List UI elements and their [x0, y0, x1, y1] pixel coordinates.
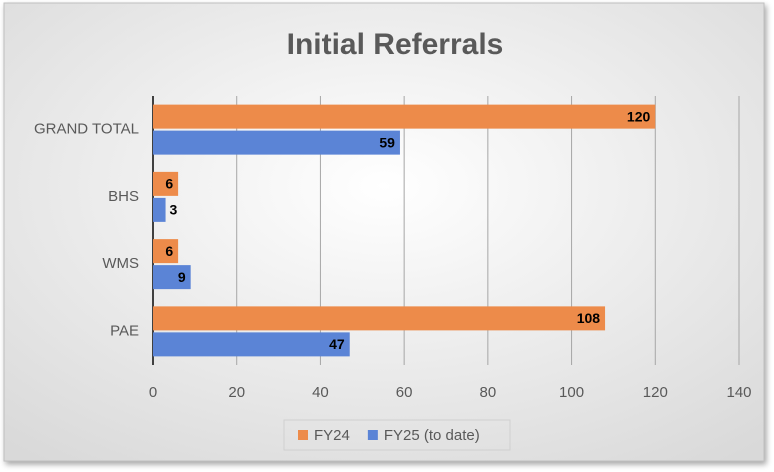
y-tick-label: BHS [108, 188, 139, 205]
data-label: 6 [165, 176, 173, 192]
x-tick-label: 120 [643, 384, 668, 401]
bar [153, 239, 179, 264]
bar [153, 130, 400, 155]
bar [153, 104, 656, 129]
x-tick-label: 140 [726, 384, 751, 401]
data-label: 6 [165, 243, 173, 259]
x-tick-label: 40 [312, 384, 329, 401]
x-tick-label: 20 [228, 384, 245, 401]
data-label: 47 [329, 336, 345, 352]
bar [153, 332, 350, 357]
bar [153, 306, 606, 331]
data-label: 108 [577, 310, 601, 326]
data-label: 59 [379, 134, 395, 150]
bar [153, 171, 179, 196]
legend-label: FY25 (to date) [384, 427, 480, 444]
x-tick-label: 60 [396, 384, 413, 401]
y-tick-label: GRAND TOTAL [34, 121, 139, 138]
legend-box [283, 419, 511, 451]
y-tick-label: PAE [110, 322, 139, 339]
chart-title: Initial Referrals [287, 28, 504, 61]
data-label: 9 [178, 269, 186, 285]
x-tick-label: 0 [149, 384, 157, 401]
bar [153, 265, 191, 290]
data-label: 120 [627, 108, 651, 124]
x-tick-label: 80 [480, 384, 497, 401]
legend-swatch [298, 430, 308, 440]
bar [153, 197, 166, 222]
x-tick-label: 100 [559, 384, 584, 401]
legend-swatch [367, 430, 378, 440]
data-label: 3 [170, 202, 178, 218]
chart-frame [3, 2, 765, 462]
legend-label: FY24 [314, 427, 350, 444]
y-tick-label: WMS [102, 255, 139, 272]
